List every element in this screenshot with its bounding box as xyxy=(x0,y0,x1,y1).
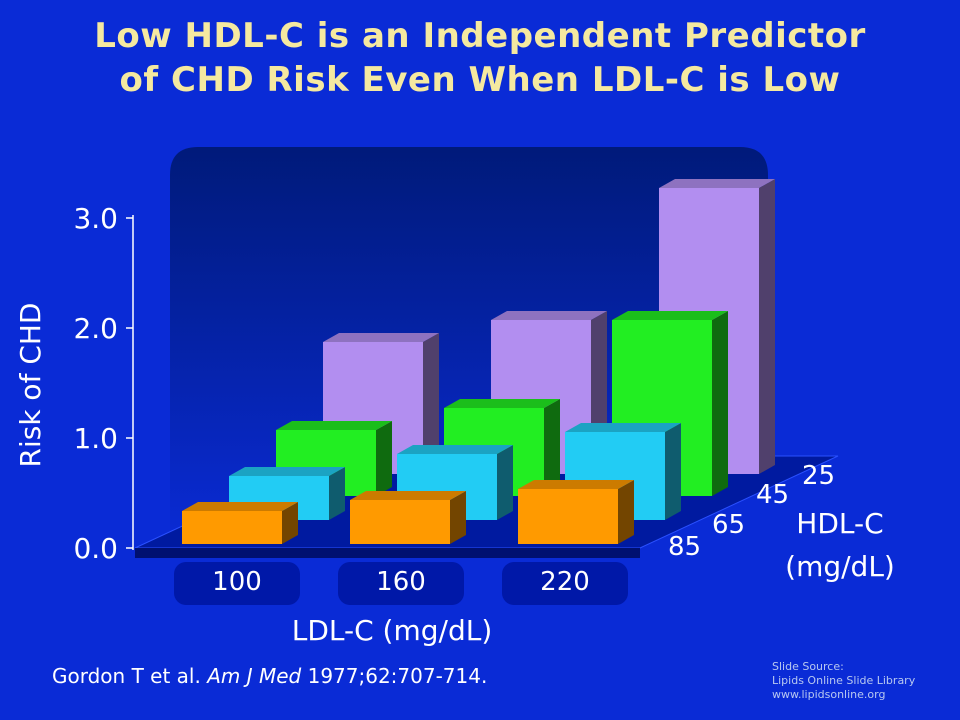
source-line-1: Slide Source: xyxy=(772,660,844,673)
bar-top xyxy=(276,421,392,430)
bar-side xyxy=(544,399,560,496)
bar-top xyxy=(565,423,681,432)
category-pad xyxy=(174,562,300,605)
bars xyxy=(182,179,775,544)
bar-top xyxy=(350,491,466,500)
bar-side xyxy=(423,333,439,474)
bar-hdl-65-ldl-100 xyxy=(229,467,345,520)
hdl-depth-label: 65 xyxy=(712,510,745,540)
slide-source: Slide Source: Lipids Online Slide Librar… xyxy=(772,660,915,702)
bar-hdl-85-ldl-220 xyxy=(518,480,634,544)
y-tick-label: 0.0 xyxy=(73,532,118,565)
bar-side xyxy=(282,502,298,544)
bar-top xyxy=(397,445,513,454)
slide-title: Low HDL-C is an Independent Predictor of… xyxy=(0,14,960,102)
bar-side xyxy=(497,445,513,520)
title-line-2: of CHD Risk Even When LDL-C is Low xyxy=(119,60,841,100)
category-pad xyxy=(338,562,464,605)
citation: Gordon T et al. Am J Med 1977;62:707-714… xyxy=(52,664,487,688)
bar-hdl-85-ldl-100 xyxy=(182,502,298,544)
bar-top xyxy=(323,333,439,342)
y-tick-label: 2.0 xyxy=(73,312,118,345)
bar-side xyxy=(376,421,392,496)
bar-front xyxy=(518,489,618,544)
hdl-depth-label: 25 xyxy=(802,461,835,491)
hdl-depth-label: 85 xyxy=(668,532,701,562)
y-tick-label: 3.0 xyxy=(73,202,118,235)
bar-top xyxy=(518,480,634,489)
bar-side xyxy=(759,179,775,474)
hdl-depth-label: 45 xyxy=(756,480,789,510)
bar-top xyxy=(229,467,345,476)
source-line-3: www.lipidsonline.org xyxy=(772,688,886,701)
citation-ref: 1977;62:707-714. xyxy=(307,664,488,688)
bar-side xyxy=(618,480,634,544)
x-tick-label: 220 xyxy=(540,567,590,597)
bar-front xyxy=(350,500,450,544)
x-axis-label: LDL-C (mg/dL) xyxy=(292,614,493,647)
bar-top xyxy=(491,311,607,320)
bar-side xyxy=(450,491,466,544)
title-line-1: Low HDL-C is an Independent Predictor xyxy=(94,16,866,56)
citation-journal: Am J Med xyxy=(207,664,302,688)
y-tick-label: 1.0 xyxy=(73,422,118,455)
chart-floor-edge xyxy=(135,548,640,558)
y-axis-ticks: 0.0 1.0 2.0 3.0 xyxy=(73,202,133,565)
bar-side xyxy=(712,311,728,496)
citation-authors: Gordon T et al. xyxy=(52,664,201,688)
bar-side xyxy=(665,423,681,520)
bar-hdl-85-ldl-160 xyxy=(350,491,466,544)
z-axis-label-line-1: HDL-C xyxy=(796,507,883,540)
bar-front xyxy=(182,511,282,544)
bar-top xyxy=(444,399,560,408)
category-labels: 100 160 220 xyxy=(174,562,628,605)
bar-top xyxy=(612,311,728,320)
x-tick-label: 160 xyxy=(376,567,426,597)
z-axis-label-line-2: (mg/dL) xyxy=(785,550,895,583)
bar-top xyxy=(182,502,298,511)
hdl-depth-labels: 85 65 45 25 xyxy=(668,461,835,562)
source-line-2: Lipids Online Slide Library xyxy=(772,674,916,687)
category-pad xyxy=(502,562,628,605)
y-axis-label: Risk of CHD xyxy=(14,303,47,468)
x-tick-label: 100 xyxy=(212,567,262,597)
bar-top xyxy=(659,179,775,188)
bar-side xyxy=(329,467,345,520)
